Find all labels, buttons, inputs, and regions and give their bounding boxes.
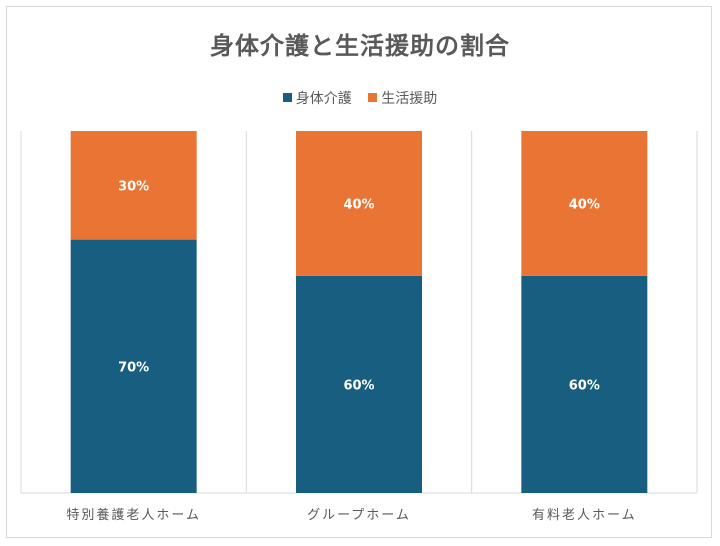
data-label: 40% [343,197,374,212]
bar-living-support [70,131,197,240]
data-label: 40% [569,197,600,212]
legend-label-living-support: 生活援助 [381,91,438,107]
x-tick-label: 特別養護老人ホーム [66,507,201,523]
legend-swatch-living-support [368,93,378,102]
bar-physical-care [296,275,422,493]
data-label: 60% [343,378,374,393]
bar-living-support [296,131,422,276]
x-tick-label: 有料老人ホーム [532,508,637,523]
data-label: 30% [118,179,149,194]
bar-physical-care [70,239,197,493]
legend-item-living-support: 生活援助 [368,88,437,108]
x-tick-label: グループホーム [307,508,411,523]
bar-physical-care [521,275,648,493]
bar-living-support [521,131,648,276]
legend-swatch-physical-care [282,93,292,102]
legend-label-physical-care: 身体介護 [295,91,352,107]
chart-title: 身体介護と生活援助の割合 [210,32,510,60]
data-label: 70% [118,360,149,375]
data-label: 60% [569,378,600,393]
legend-item-physical-care: 身体介護 [282,88,352,108]
legend: 身体介護 生活援助 [0,88,720,108]
